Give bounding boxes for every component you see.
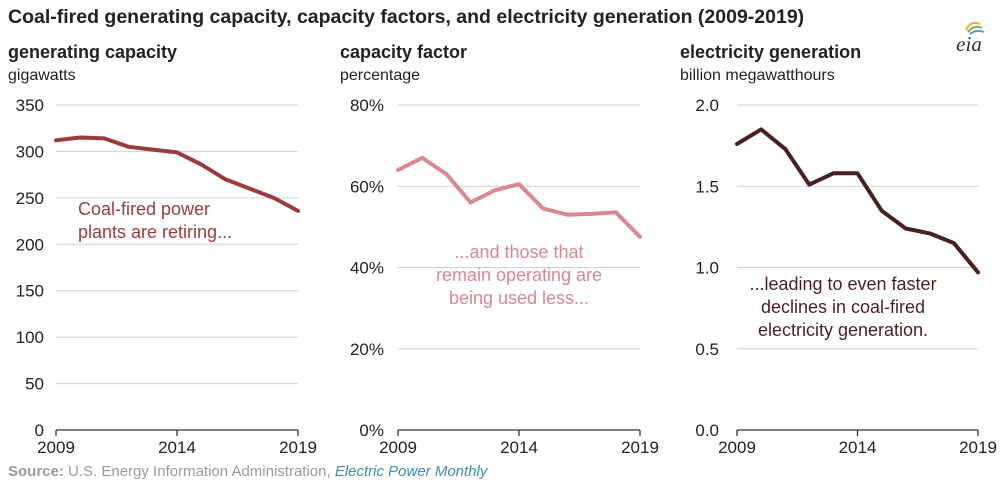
panel-3-y-tick-label: 2.0 xyxy=(695,96,719,115)
panel-3-y-tick-label: 1.5 xyxy=(695,177,719,196)
panel-2-x-tick-label: 2019 xyxy=(621,438,659,457)
panel-3-annotation-line: electricity generation. xyxy=(758,320,928,340)
panel-2-y-tick-label: 40% xyxy=(350,259,384,278)
panel-3-x-tick-label: 2019 xyxy=(959,438,997,457)
panel-2-y-tick-label: 60% xyxy=(350,177,384,196)
panel-1-annotation-line: Coal-fired power xyxy=(78,199,210,219)
panel-1-y-tick-label: 100 xyxy=(16,328,44,347)
panel-1-y-tick-label: 50 xyxy=(25,375,44,394)
panel-1-unit-label: gigawatts xyxy=(8,67,76,84)
panel-1-series-line xyxy=(54,135,300,213)
sun-rays-icon xyxy=(965,21,985,35)
panel-1-annotation-line: plants are retiring... xyxy=(78,222,232,242)
panel-3-y-tick-label: 1.0 xyxy=(695,259,719,278)
panel-1-y-tick-label: 250 xyxy=(16,189,44,208)
panel-2-y-tick-label: 0% xyxy=(359,421,384,440)
panel-2-annotation-line: remain operating are xyxy=(436,265,602,285)
panel-3-unit-label: billion megawatthours xyxy=(680,67,835,84)
eia-logo: eia xyxy=(944,18,994,64)
panel-2-y-tick-label: 80% xyxy=(350,96,384,115)
panel-3-series-line xyxy=(735,127,980,275)
panel-2-x-tick-label: 2009 xyxy=(379,438,417,457)
panel-1-title: generating capacity xyxy=(8,42,177,62)
panel-1-y-tick-label: 0 xyxy=(35,421,44,440)
panel-2-y-tick-label: 20% xyxy=(350,340,384,359)
panel-3-x-tick-label: 2014 xyxy=(839,438,877,457)
panel-3-annotation-line: ...leading to even faster xyxy=(749,274,936,294)
panel-2-title: capacity factor xyxy=(340,42,467,62)
chart-title: Coal-fired generating capacity, capacity… xyxy=(8,6,805,28)
panel-1-y-tick-label: 150 xyxy=(16,282,44,301)
panel-1-y-tick-label: 200 xyxy=(16,235,44,254)
panel-1-x-tick-label: 2019 xyxy=(279,438,317,457)
panel-3-title: electricity generation xyxy=(680,42,861,62)
panel-3-y-tick-label: 0.0 xyxy=(695,421,719,440)
panel-3-x-tick-label: 2009 xyxy=(718,438,756,457)
source-publication[interactable]: Electric Power Monthly xyxy=(334,463,488,480)
panel-2-annotation-line: being used less... xyxy=(449,288,589,308)
panel-1-y-tick-label: 350 xyxy=(16,96,44,115)
panel-1-x-tick-label: 2014 xyxy=(158,438,196,457)
panel-2-series-line xyxy=(396,155,642,239)
source-org: U.S. Energy Information Administration, xyxy=(63,463,335,480)
eia-logo-text: eia xyxy=(956,32,982,56)
panel-3-y-tick-label: 0.5 xyxy=(695,340,719,359)
panel-2-x-tick-label: 2014 xyxy=(500,438,538,457)
panel-1-x-tick-label: 2009 xyxy=(37,438,75,457)
panel-2-annotation-line: ...and those that xyxy=(454,242,583,262)
source-label: Source: xyxy=(8,463,64,480)
panel-2-unit-label: percentage xyxy=(340,67,420,84)
panel-3-annotation-line: declines in coal-fired xyxy=(761,297,925,317)
panel-1-y-tick-label: 300 xyxy=(16,142,44,161)
source-note: Source: U.S. Energy Information Administ… xyxy=(8,463,487,480)
